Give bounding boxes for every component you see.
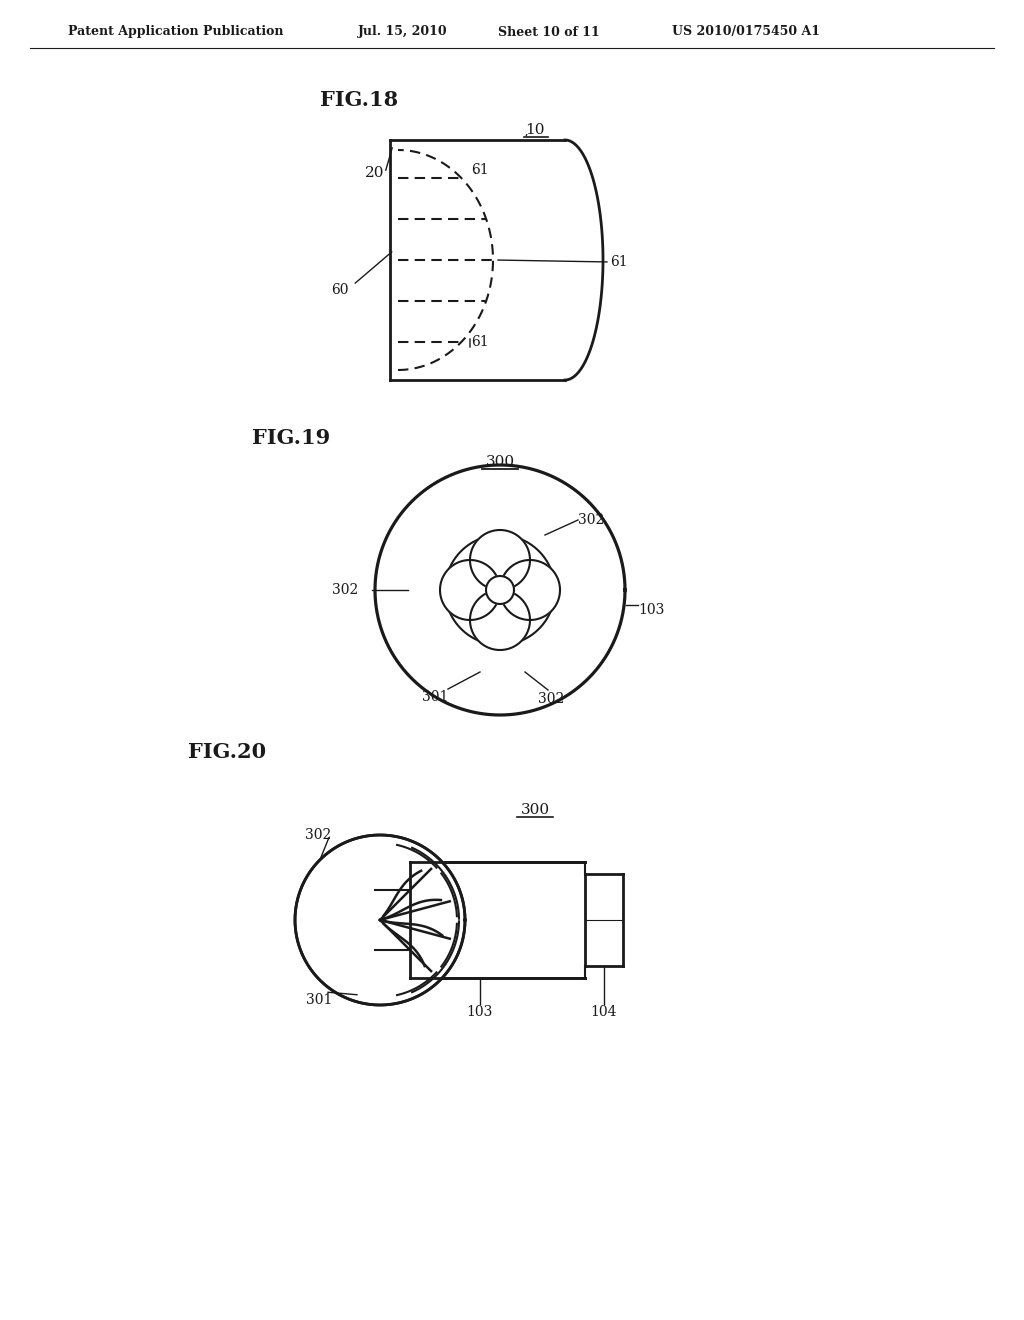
Text: 300: 300 bbox=[520, 803, 550, 817]
Text: FIG.18: FIG.18 bbox=[319, 90, 398, 110]
Text: 61: 61 bbox=[610, 255, 628, 269]
Text: 302: 302 bbox=[538, 692, 564, 706]
Text: 301: 301 bbox=[422, 690, 449, 704]
Text: Sheet 10 of 11: Sheet 10 of 11 bbox=[498, 25, 600, 38]
Text: Patent Application Publication: Patent Application Publication bbox=[68, 25, 284, 38]
Text: FIG.20: FIG.20 bbox=[188, 742, 266, 762]
Text: 61: 61 bbox=[471, 162, 488, 177]
Text: 103: 103 bbox=[467, 1005, 494, 1019]
Text: Jul. 15, 2010: Jul. 15, 2010 bbox=[358, 25, 447, 38]
Polygon shape bbox=[470, 590, 530, 649]
Text: 302: 302 bbox=[578, 513, 604, 527]
Text: 104: 104 bbox=[591, 1005, 617, 1019]
Circle shape bbox=[295, 836, 465, 1005]
Polygon shape bbox=[486, 576, 514, 605]
Bar bbox=[410, 862, 585, 978]
Text: 301: 301 bbox=[306, 993, 333, 1007]
Text: 20: 20 bbox=[366, 166, 385, 180]
Text: 60: 60 bbox=[331, 282, 349, 297]
Text: 10: 10 bbox=[525, 123, 545, 137]
Text: 302: 302 bbox=[305, 828, 331, 842]
Text: 302: 302 bbox=[332, 583, 358, 597]
Text: US 2010/0175450 A1: US 2010/0175450 A1 bbox=[672, 25, 820, 38]
Text: 61: 61 bbox=[471, 335, 488, 348]
Text: FIG.19: FIG.19 bbox=[252, 428, 331, 447]
Text: 300: 300 bbox=[485, 455, 515, 469]
Polygon shape bbox=[500, 560, 560, 620]
Polygon shape bbox=[470, 531, 530, 590]
Text: 103: 103 bbox=[638, 603, 665, 616]
Polygon shape bbox=[440, 560, 500, 620]
